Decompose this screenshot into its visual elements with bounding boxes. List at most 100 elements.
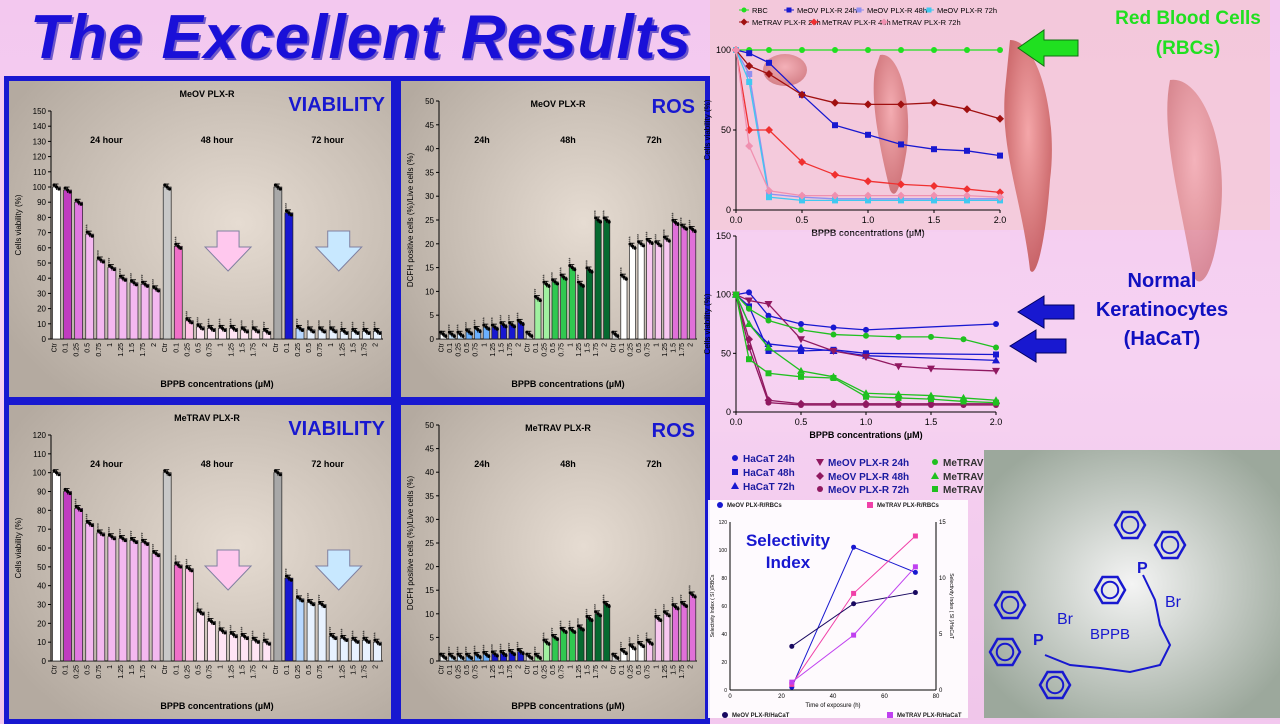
- legend-label: MeOV PLX-R 24h: [828, 458, 909, 469]
- data-point: [622, 275, 626, 279]
- data-point: [320, 602, 324, 607]
- data-point: [176, 563, 180, 567]
- red-blood-cell-image: [873, 54, 909, 194]
- series-line: [735, 294, 996, 405]
- data-point: [278, 473, 282, 477]
- data-point: [476, 327, 480, 332]
- x-tick-label: 2: [372, 343, 379, 347]
- y-tick-label: 0: [430, 335, 435, 344]
- x-tick-label: 1.5: [240, 665, 247, 675]
- data-point: [57, 473, 61, 477]
- data-point: [568, 626, 572, 630]
- data-point: [798, 373, 804, 380]
- data-point: [307, 599, 311, 603]
- significance-mark: ****: [307, 320, 313, 328]
- x-tick-label: 1.25: [118, 343, 125, 357]
- x-tick-label: 2: [372, 665, 379, 669]
- x-tick-label: 0.1: [533, 343, 540, 353]
- significance-mark: ****: [500, 644, 506, 652]
- bar: [603, 604, 611, 662]
- data-point: [185, 565, 189, 569]
- data-point: [77, 200, 81, 204]
- significance-mark: ****: [241, 627, 247, 635]
- x-tick-label: 0.1: [63, 665, 70, 675]
- data-point: [519, 320, 523, 324]
- bar: [129, 540, 139, 662]
- x-tick-label: 1.5: [350, 343, 357, 353]
- data-point: [353, 638, 357, 642]
- phenyl-ring-icon: [1093, 575, 1127, 605]
- y-tick-label: 10: [425, 287, 434, 296]
- x-tick-label: 60: [881, 694, 888, 700]
- x-tick-label: 1.75: [679, 665, 686, 679]
- data-point: [570, 628, 574, 632]
- data-point: [187, 567, 191, 571]
- data-point: [54, 185, 59, 189]
- data-point: [547, 642, 551, 646]
- data-point: [581, 284, 585, 288]
- data-point: [624, 651, 628, 656]
- significance-mark: ****: [296, 589, 302, 597]
- y-tick-label: 40: [37, 582, 46, 591]
- data-point: [830, 324, 837, 331]
- x-tick-label: 1: [107, 343, 114, 347]
- data-point: [504, 653, 508, 658]
- bar: [151, 553, 161, 662]
- data-point: [465, 328, 469, 332]
- y-tick-label: 100: [33, 469, 47, 478]
- data-point: [613, 332, 617, 336]
- arrow-left-icon: [1017, 29, 1079, 67]
- data-point: [300, 599, 304, 603]
- data-point: [605, 218, 609, 222]
- y-tick-label: 40: [721, 632, 727, 638]
- significance-mark: ****: [629, 236, 635, 244]
- data-point: [628, 242, 632, 246]
- data-point: [682, 225, 686, 229]
- legend-label: MeTRAV PLX-R 24h: [752, 18, 821, 27]
- data-point: [110, 535, 114, 539]
- significance-mark: ****: [465, 646, 471, 654]
- page-title: The Excellent Results: [30, 3, 692, 72]
- data-point: [163, 183, 167, 187]
- data-point: [745, 297, 753, 305]
- series-line: [735, 294, 997, 404]
- data-point: [671, 218, 675, 222]
- data-point: [693, 229, 697, 234]
- group-label: 72h: [646, 135, 662, 145]
- significance-mark: ****: [620, 642, 626, 650]
- bar: [594, 219, 602, 340]
- data-point: [265, 640, 269, 644]
- data-point: [473, 325, 477, 330]
- data-point: [121, 536, 125, 541]
- y-tick-label: 0: [42, 335, 47, 344]
- x-tick-label: 1.25: [118, 665, 125, 679]
- data-point: [864, 177, 872, 186]
- data-point: [156, 289, 161, 293]
- bar: [672, 222, 679, 340]
- data-point: [898, 141, 904, 148]
- bar: [654, 618, 662, 662]
- data-point: [512, 652, 517, 657]
- data-point: [797, 336, 805, 344]
- x-tick-label: 20: [778, 694, 785, 700]
- x-tick-label: 0.1: [173, 343, 180, 353]
- significance-mark: ****: [586, 609, 592, 617]
- data-point: [594, 610, 598, 614]
- si-background: [708, 500, 968, 718]
- significance-mark: ****: [119, 529, 125, 537]
- data-point: [553, 280, 557, 284]
- data-point: [469, 656, 474, 660]
- data-point: [340, 327, 344, 331]
- y-axis-label: Selectivity Index ( SI )/RBCs: [710, 574, 716, 637]
- data-point: [232, 326, 236, 330]
- data-point: [682, 602, 686, 606]
- data-point: [223, 328, 227, 332]
- significance-mark: ****: [654, 234, 660, 242]
- data-point: [101, 260, 105, 264]
- data-point: [607, 604, 611, 608]
- x-axis-label: BPPB concentrations (µM): [160, 701, 273, 711]
- data-point: [639, 642, 643, 647]
- significance-mark: ****: [351, 321, 357, 329]
- y-tick-label: 110: [33, 450, 46, 459]
- data-point: [732, 469, 738, 475]
